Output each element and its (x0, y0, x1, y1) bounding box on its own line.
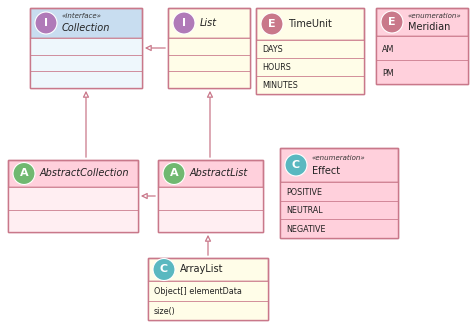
Bar (376, 36, 468, 60)
Text: AbstractList: AbstractList (190, 169, 248, 178)
Text: POSITIVE: POSITIVE (286, 188, 322, 197)
Bar (256, 8, 364, 94)
Bar (148, 258, 268, 320)
Text: NEUTRAL: NEUTRAL (286, 206, 323, 215)
Bar (168, 38, 250, 88)
Text: HOURS: HOURS (262, 63, 291, 72)
Bar (148, 258, 268, 281)
Text: «enumeration»: «enumeration» (408, 13, 462, 19)
Text: ArrayList: ArrayList (180, 264, 224, 275)
Bar (8, 187, 138, 210)
Bar (30, 8, 142, 38)
Text: DAYS: DAYS (262, 45, 283, 54)
Bar (280, 201, 398, 219)
Text: A: A (170, 169, 178, 178)
Bar (168, 55, 250, 71)
Text: AbstractCollection: AbstractCollection (40, 169, 129, 178)
Bar (168, 71, 250, 88)
Text: NEGATIVE: NEGATIVE (286, 225, 326, 234)
Text: «enumeration»: «enumeration» (312, 154, 366, 160)
Text: E: E (268, 19, 276, 29)
Bar (280, 219, 398, 238)
Circle shape (173, 12, 195, 34)
Circle shape (153, 258, 175, 280)
Text: List: List (200, 18, 217, 28)
Text: Effect: Effect (312, 166, 340, 176)
Text: I: I (182, 18, 186, 28)
Bar (256, 76, 364, 94)
Bar (30, 38, 142, 55)
Circle shape (381, 11, 403, 33)
Text: MINUTES: MINUTES (262, 81, 298, 91)
Bar (8, 160, 138, 232)
Text: C: C (292, 160, 300, 170)
Bar (158, 160, 263, 187)
Bar (148, 281, 268, 320)
Text: Object[] elementData: Object[] elementData (154, 287, 242, 296)
Bar (256, 40, 364, 58)
Bar (30, 71, 142, 88)
Bar (168, 8, 250, 88)
Text: Collection: Collection (62, 23, 110, 33)
Text: AM: AM (382, 45, 394, 54)
Circle shape (261, 13, 283, 35)
Bar (280, 148, 398, 182)
Bar (376, 36, 468, 84)
Bar (280, 182, 398, 238)
Bar (158, 187, 263, 232)
Text: «interface»: «interface» (62, 13, 102, 19)
Bar (8, 210, 138, 232)
Text: A: A (20, 169, 28, 178)
Bar (158, 160, 263, 232)
Text: PM: PM (382, 69, 393, 78)
Bar (30, 55, 142, 71)
Bar (376, 8, 468, 84)
Text: Meridian: Meridian (408, 22, 450, 32)
Bar (280, 182, 398, 201)
Bar (30, 8, 142, 88)
Bar (280, 148, 398, 238)
Bar (30, 38, 142, 88)
Bar (256, 40, 364, 94)
Bar (256, 58, 364, 76)
Circle shape (163, 162, 185, 184)
Bar (376, 8, 468, 36)
Bar (376, 60, 468, 84)
Bar (148, 281, 268, 300)
Circle shape (285, 154, 307, 176)
Text: C: C (160, 264, 168, 275)
Text: I: I (44, 18, 48, 28)
Bar (158, 187, 263, 210)
Bar (256, 8, 364, 40)
Text: TimeUnit: TimeUnit (288, 19, 332, 29)
Bar (158, 210, 263, 232)
Bar (168, 8, 250, 38)
Circle shape (35, 12, 57, 34)
Bar (8, 187, 138, 232)
Bar (8, 160, 138, 187)
Bar (168, 38, 250, 55)
Text: size(): size() (154, 307, 176, 316)
Bar (148, 300, 268, 320)
Text: E: E (388, 17, 396, 27)
Circle shape (13, 162, 35, 184)
